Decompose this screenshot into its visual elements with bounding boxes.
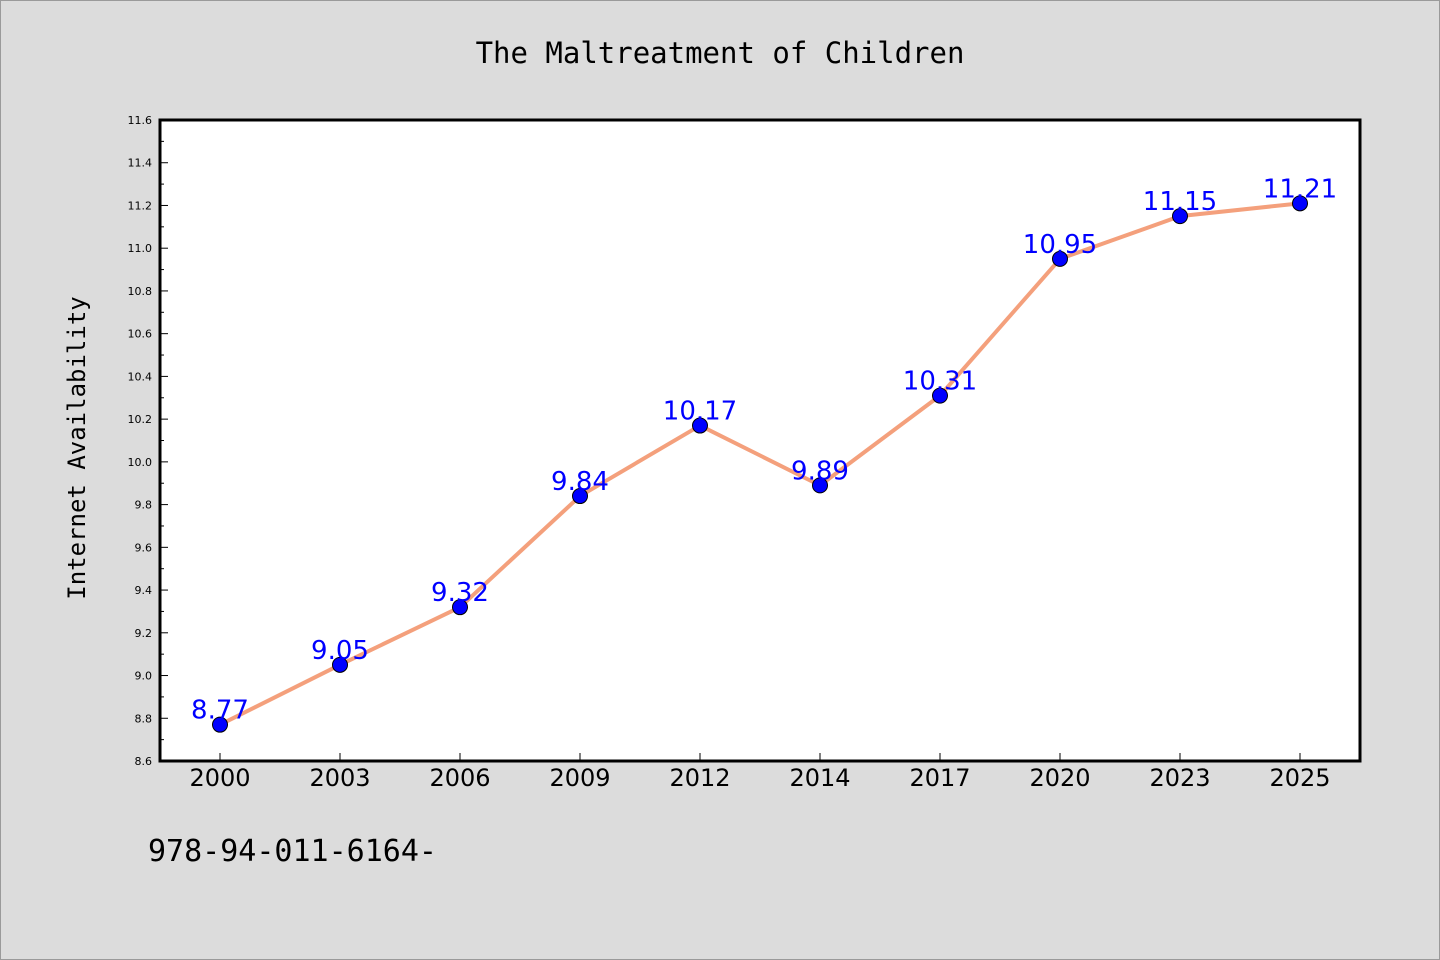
- x-tick-label: 2006: [429, 764, 490, 792]
- data-label: 11.15: [1143, 187, 1217, 217]
- y-tick-label: 9.8: [135, 499, 153, 512]
- footer-note: 978-94-011-6164-: [148, 834, 437, 869]
- y-tick-label: 11.0: [128, 242, 153, 255]
- y-axis: 8.6 8.8 9.0 9.2 9.4 9.6 9.8 10.0 10.2 10.4 10.6 10.…: [128, 114, 168, 768]
- data-label: 11.21: [1263, 174, 1337, 204]
- y-tick-label: 9.2: [135, 627, 153, 640]
- x-tick-label: 2009: [549, 764, 610, 792]
- y-tick-label: 11.6: [128, 114, 153, 127]
- data-point-marker: [692, 417, 708, 434]
- series-line: [218, 201, 1302, 727]
- x-tick-label: 2012: [669, 764, 730, 792]
- y-tick-label: 8.8: [135, 712, 153, 725]
- y-tick-label: 10.6: [128, 328, 153, 341]
- data-point-marker: [452, 599, 468, 616]
- data-label: 9.32: [431, 578, 489, 608]
- x-tick-label: 2017: [909, 764, 970, 792]
- x-axis: 2000 2003 2006 2009 2012 2014 2017 2020 2023 2025: [189, 753, 1331, 792]
- y-axis-label: Internet Availability: [63, 296, 91, 599]
- y-tick-label: 9.6: [135, 541, 153, 554]
- data-point-marker: [212, 716, 228, 733]
- data-point-marker: [1172, 208, 1188, 225]
- data-label: 10.17: [663, 397, 737, 427]
- data-label: 9.84: [551, 467, 609, 497]
- data-label: 9.05: [311, 636, 369, 666]
- y-tick-label: 11.4: [128, 157, 153, 170]
- data-label: 9.89: [791, 456, 849, 486]
- series-layer: [212, 195, 1308, 733]
- y-tick-label: 9.4: [135, 584, 153, 597]
- y-tick-label: 10.2: [128, 413, 153, 426]
- data-label-layer: 8.77 9.05 9.32 9.84 10.17 9.89 10.31 10.95 11.15…: [191, 174, 1337, 725]
- y-tick-label: 10.0: [128, 456, 153, 469]
- data-point-marker: [932, 387, 948, 404]
- data-point-marker: [1292, 195, 1308, 212]
- x-tick-label: 2000: [189, 764, 250, 792]
- y-tick-label: 11.2: [128, 199, 153, 212]
- x-tick-label: 2014: [789, 764, 850, 792]
- data-point-marker: [1052, 250, 1068, 267]
- data-label: 10.95: [1023, 230, 1097, 260]
- chart-title: The Maltreatment of Children: [476, 36, 965, 70]
- data-point-marker: [812, 477, 828, 494]
- data-point-marker: [572, 488, 588, 505]
- plot-border: [158, 118, 1362, 763]
- data-label: 10.31: [903, 367, 977, 397]
- x-tick-label: 2020: [1029, 764, 1090, 792]
- x-tick-label: 2025: [1269, 764, 1330, 792]
- y-tick-label: 10.4: [128, 370, 153, 383]
- y-tick-label: 8.6: [135, 755, 153, 768]
- y-tick-label: 9.0: [135, 670, 153, 683]
- x-tick-label: 2023: [1149, 764, 1210, 792]
- data-label: 8.77: [191, 696, 249, 726]
- x-tick-label: 2003: [309, 764, 370, 792]
- data-point-marker: [332, 656, 348, 673]
- y-tick-label: 10.8: [128, 285, 153, 298]
